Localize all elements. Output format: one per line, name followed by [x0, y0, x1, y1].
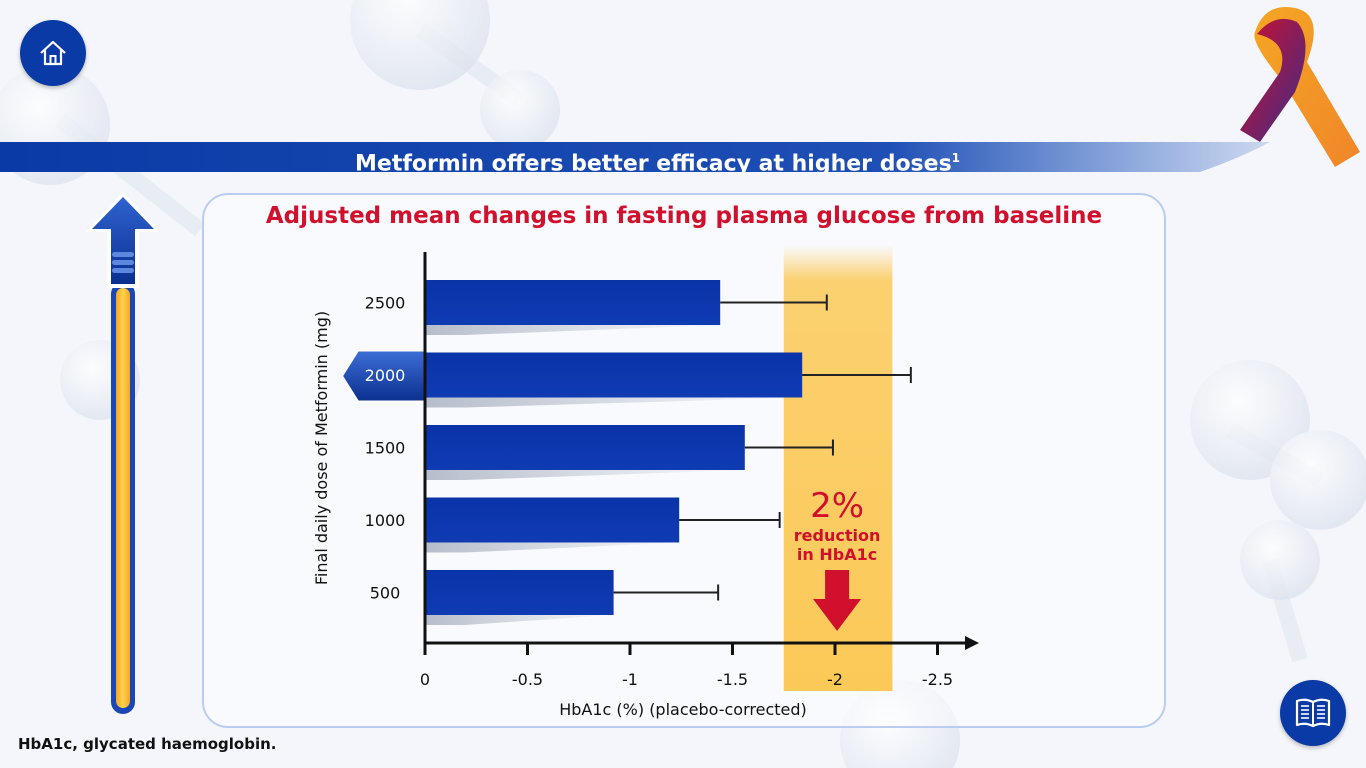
y-axis-title: Final daily dose of Metformin (mg) [312, 311, 331, 585]
footnote: HbA1c, glycated haemoglobin. [18, 735, 277, 753]
x-tick-label: -1.5 [717, 670, 748, 689]
bar-1500[interactable] [425, 425, 745, 470]
book-icon [1295, 698, 1331, 728]
category-label-2000: 2000 [365, 366, 406, 385]
x-tick-label: -0.5 [512, 670, 543, 689]
awareness-ribbon-icon [1240, 7, 1360, 167]
title-banner [0, 142, 1270, 172]
references-button[interactable] [1280, 680, 1346, 746]
bar-shadow [425, 615, 614, 625]
bar-2500[interactable] [425, 280, 721, 325]
category-label-1500: 1500 [365, 439, 406, 458]
home-icon [40, 40, 66, 66]
category-label-1000: 1000 [365, 511, 406, 530]
dose-slider-fill [116, 288, 130, 708]
bar-2000[interactable] [425, 352, 803, 398]
dose-slider-handle[interactable] [84, 190, 162, 292]
bar-shadow [425, 470, 745, 480]
page-title: Metformin offers better efficacy at high… [355, 151, 961, 177]
down-arrow-icon [813, 570, 862, 631]
bar-1000[interactable] [425, 497, 680, 543]
bar-shadow [425, 542, 680, 553]
category-label-500: 500 [370, 584, 401, 603]
x-axis-title: HbA1c (%) (placebo-corrected) [559, 700, 807, 719]
bar-shadow [425, 325, 721, 335]
x-tick-label: 0 [420, 670, 430, 689]
annotation-percent: 2% [810, 486, 864, 526]
x-tick-label: -2 [827, 670, 843, 689]
bar-shadow [425, 397, 803, 408]
annotation-line2: in HbA1c [797, 545, 877, 564]
bar-500[interactable] [425, 570, 614, 615]
home-button[interactable] [20, 20, 86, 86]
x-tick-label: -1 [622, 670, 638, 689]
selected-dose-tab[interactable] [340, 349, 426, 403]
x-axis-arrow [965, 636, 979, 650]
category-label-2500: 2500 [365, 294, 406, 313]
chart-title: Adjusted mean changes in fasting plasma … [265, 203, 1103, 229]
x-tick-label: -2.5 [922, 670, 953, 689]
menu-lines-icon [112, 252, 134, 273]
annotation-line1: reduction [794, 526, 881, 545]
